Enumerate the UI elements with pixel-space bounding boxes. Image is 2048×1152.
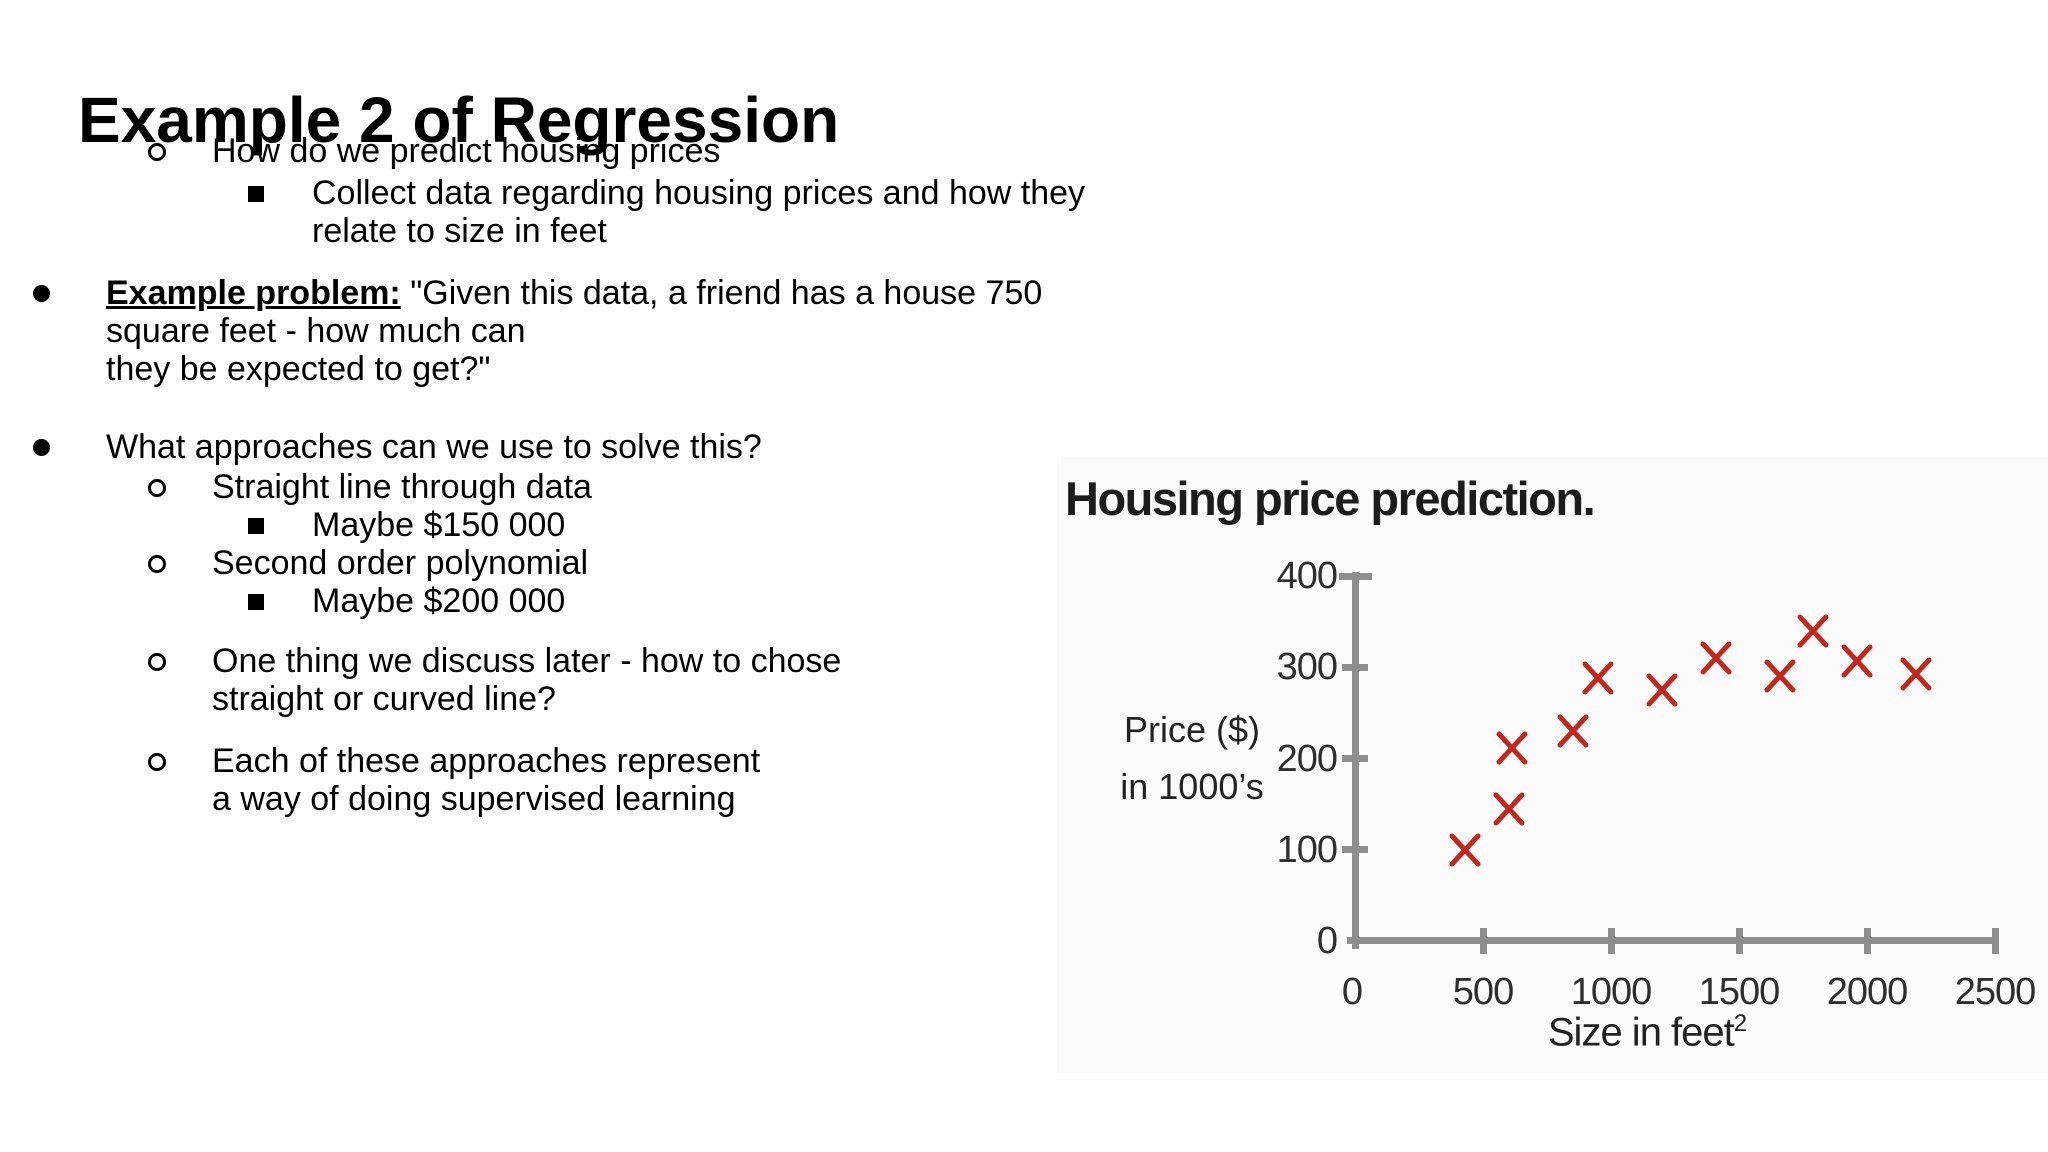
bullet-text: Straight line through data [212, 468, 592, 506]
y-tick-label: 400 [1276, 555, 1338, 597]
square-bullet-icon [248, 186, 264, 202]
bullet-text: One thing we discuss later - how to chos… [212, 642, 842, 718]
bullet-text: Second order polynomial [212, 544, 589, 582]
x-tick-mark [1991, 928, 1999, 954]
disc-bullet-icon [33, 439, 50, 456]
bullet-item: Collect data regarding housing prices an… [0, 174, 1110, 250]
bullet-item: Example problem: "Given this data, a fri… [0, 274, 1110, 388]
bullet-item: Maybe $200 000 [0, 582, 1110, 620]
data-point-x-marker [1554, 713, 1592, 749]
data-point-x-marker [1697, 640, 1735, 676]
circle-bullet-icon [148, 555, 166, 573]
y-axis-label: Price ($) in 1000’s [1120, 709, 1264, 807]
x-tick-label: 0 [1341, 971, 1363, 1013]
data-point-x-marker [1794, 613, 1832, 649]
bullet-item: Maybe $150 000 [0, 506, 1110, 544]
bullet-item: One thing we discuss later - how to chos… [0, 642, 1110, 718]
bullet-item: Second order polynomial [0, 544, 1110, 582]
data-point-x-marker [1897, 656, 1935, 692]
data-point-x-marker [1643, 672, 1681, 708]
data-point-x-marker [1490, 791, 1528, 827]
bullet-text: How do we predict housing prices [212, 132, 721, 170]
bullet-text: Maybe $150 000 [312, 506, 566, 544]
page-title: Example 2 of Regression [78, 83, 840, 156]
data-point-x-marker [1579, 660, 1617, 696]
data-point-x-marker [1761, 658, 1799, 694]
circle-bullet-icon [148, 479, 166, 497]
data-point-x-marker [1446, 832, 1484, 868]
bullet-text: Each of these approaches represent a way… [212, 742, 761, 818]
bullet-item: Straight line through data [0, 468, 1110, 506]
x-tick-label: 1000 [1570, 971, 1653, 1013]
square-bullet-icon [248, 594, 264, 610]
x-tick-mark [1479, 928, 1487, 954]
x-tick-label: 2000 [1826, 971, 1909, 1013]
chart-title: Housing price prediction. [1065, 472, 1596, 525]
x-tick-mark [1607, 928, 1615, 954]
bullet-lead-text: Example problem: [106, 274, 401, 312]
y-tick-label: 300 [1276, 646, 1338, 689]
y-tick-mark [1338, 572, 1372, 580]
x-axis-line [1347, 937, 1998, 944]
data-point-x-marker [1838, 643, 1876, 679]
circle-bullet-icon [148, 143, 166, 161]
x-tick-label: 2500 [1954, 971, 2037, 1013]
x-tick-mark [1863, 928, 1871, 954]
bullet-text: What approaches can we use to solve this… [106, 428, 762, 466]
housing-price-chart: Housing price prediction. Price ($) in 10… [1057, 457, 2048, 1073]
bullet-item: How do we predict housing prices [0, 132, 1110, 170]
x-axis-label: Size in feet2 [1547, 1010, 1747, 1055]
bullet-item: Each of these approaches represent a way… [0, 742, 1110, 818]
bullet-text: Collect data regarding housing prices an… [312, 174, 1086, 250]
data-point-x-marker [1493, 730, 1531, 766]
y-tick-label: 100 [1276, 828, 1338, 871]
y-tick-mark [1342, 846, 1368, 854]
square-bullet-icon [248, 518, 264, 534]
y-tick-mark [1342, 755, 1368, 762]
disc-bullet-icon [33, 285, 50, 302]
y-tick-label: 200 [1276, 737, 1338, 780]
circle-bullet-icon [148, 653, 166, 671]
bullet-item: What approaches can we use to solve this… [0, 428, 1110, 466]
circle-bullet-icon [148, 753, 166, 771]
bullet-text: Example problem: "Given this data, a fri… [106, 274, 1043, 388]
x-tick-label: 1500 [1698, 971, 1781, 1013]
x-tick-label: 500 [1452, 971, 1514, 1013]
bullet-text: Maybe $200 000 [312, 582, 566, 620]
y-tick-mark [1342, 663, 1368, 671]
bullet-list: How do we predict housing prices Collect … [0, 132, 1110, 818]
y-tick-label: 0 [1316, 920, 1338, 962]
x-tick-mark [1735, 928, 1743, 954]
